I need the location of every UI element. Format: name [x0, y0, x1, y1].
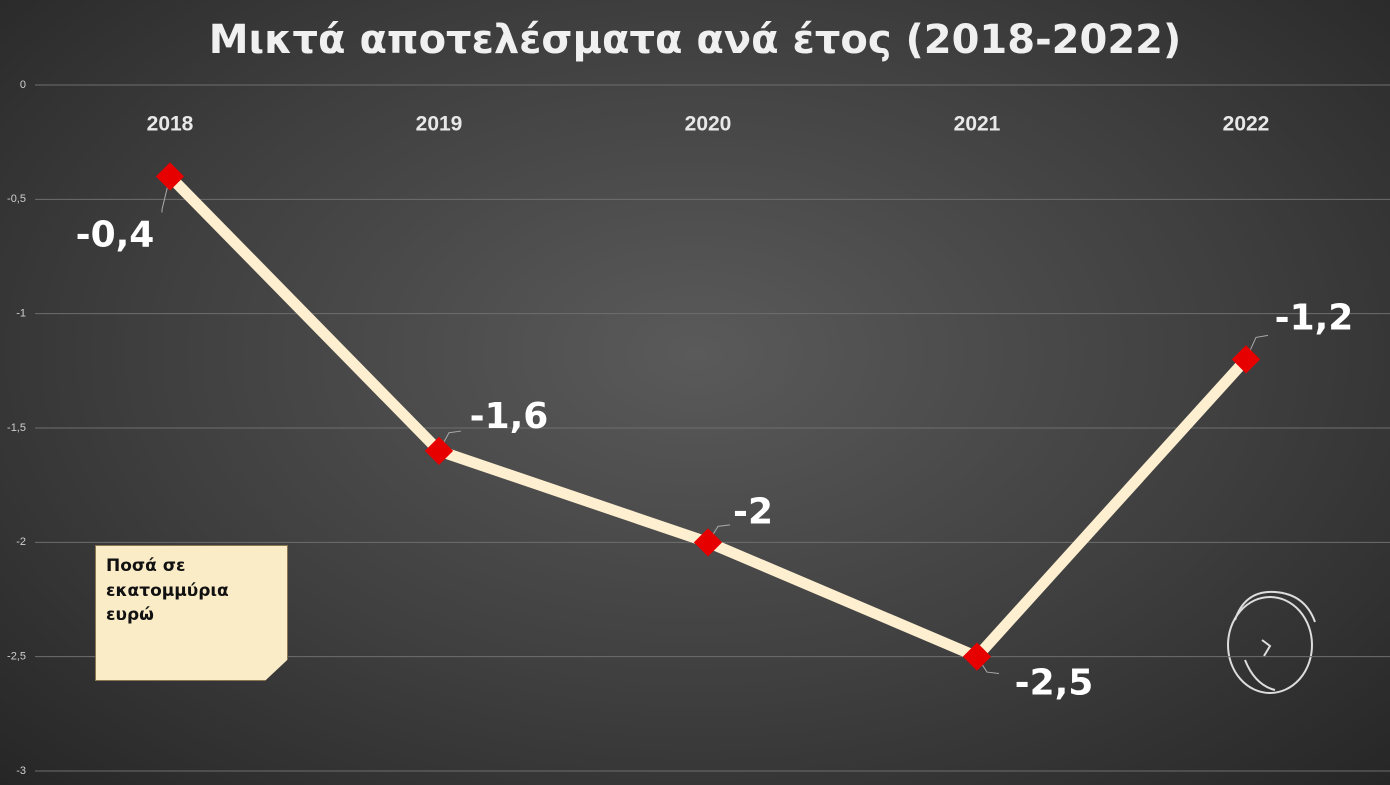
x-tick-label: 2019 [416, 113, 463, 136]
data-label: -1,2 [1275, 297, 1354, 338]
annotation: Ποσά σε εκατομμύρια ευρώ [95, 545, 288, 681]
data-label: -2,5 [1015, 663, 1094, 704]
x-tick-label: 2022 [1223, 113, 1270, 136]
y-tick-label: -0,5 [7, 193, 26, 205]
line [166, 172, 1251, 663]
x-tick-label: 2020 [685, 113, 732, 136]
y-tick-label: 0 [20, 79, 26, 91]
logo [1227, 590, 1316, 694]
marker [962, 642, 992, 671]
marker [693, 528, 723, 557]
y-tick-label: -3 [16, 765, 26, 777]
data-label: -2 [733, 491, 773, 532]
x-tick-label: 2021 [954, 113, 1001, 136]
chart-title: Μικτά αποτελέσματα ανά έτος (2018-2022) [209, 17, 1182, 63]
y-tick-label: -1,5 [7, 422, 26, 434]
y-tick-label: -1 [16, 308, 26, 320]
y-tick-label: -2,5 [7, 651, 26, 663]
y-tick-label: -2 [16, 536, 26, 548]
marker [1231, 345, 1261, 374]
data-label: -1,6 [470, 396, 549, 437]
marker [424, 436, 454, 466]
x-tick-label: 2018 [147, 113, 194, 136]
data-label: -0,4 [76, 214, 155, 255]
